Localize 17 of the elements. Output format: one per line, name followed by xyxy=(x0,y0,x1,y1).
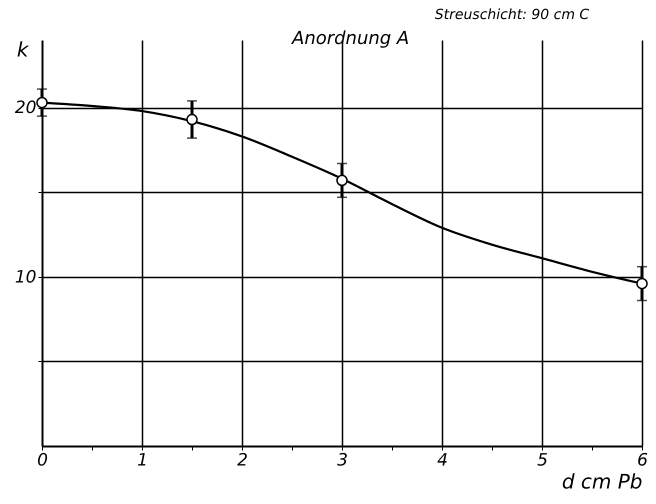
point xyxy=(636,278,648,290)
x-tick-label: 2 xyxy=(237,450,248,470)
y-tick-label: 20 xyxy=(14,98,36,118)
x-tick-label: 3 xyxy=(337,450,348,470)
x-axis-title: d cm Pb xyxy=(562,470,642,494)
x-tick-label: 5 xyxy=(537,450,548,470)
y-axis-title: k xyxy=(16,38,30,62)
x-tick-label: 0 xyxy=(37,450,48,470)
y-tick-label: 10 xyxy=(14,267,36,288)
text: Streuschicht: 90 cm C xyxy=(434,7,590,23)
point xyxy=(36,96,48,108)
chart-title: Anordnung A xyxy=(291,28,410,49)
point xyxy=(186,114,198,126)
x-tick-label: 6 xyxy=(637,450,648,470)
point xyxy=(336,174,348,186)
x-tick-label: 1 xyxy=(137,450,148,470)
x-tick-label: 4 xyxy=(437,450,448,470)
